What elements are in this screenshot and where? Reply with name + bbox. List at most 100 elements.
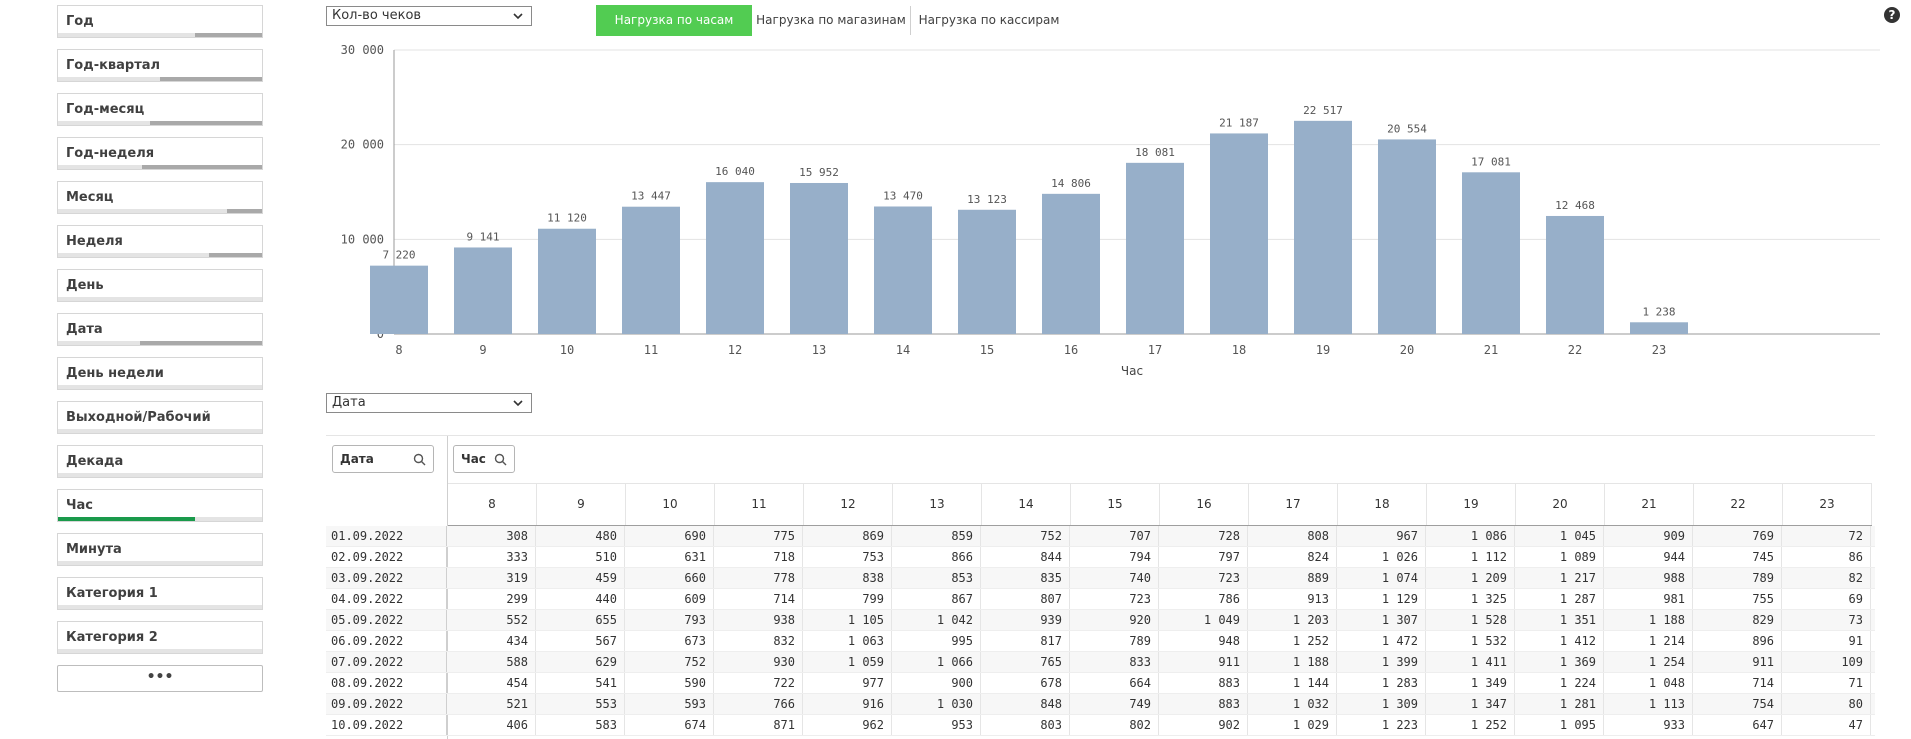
row-date[interactable]: 10.09.2022 [326,715,447,735]
hour-column-header[interactable]: 15 [1071,484,1160,525]
table-cell: 844 [981,547,1070,567]
date-header-search[interactable]: Дата [332,445,434,473]
table-cell: 674 [625,715,714,735]
table-cell: 1 412 [1515,631,1604,651]
table-cell: 755 [1693,589,1782,609]
chevron-down-icon [513,13,523,20]
filter-item[interactable]: День [57,269,263,302]
hour-column-header[interactable]: 13 [893,484,982,525]
hour-column-header[interactable]: 9 [537,484,626,525]
table-row: 10.09.2022 406 583 674 871 962 953 803 802 902 1 0… [326,715,1875,736]
table-cell: 541 [536,673,625,693]
row-date[interactable]: 02.09.2022 [326,547,447,567]
row-date[interactable]: 01.09.2022 [326,526,447,546]
table-cell: 911 [1159,652,1248,672]
measure-select[interactable]: Кол-во чеков [326,6,532,26]
table-cell: 73 [1782,610,1871,630]
table-cell: 740 [1070,568,1159,588]
hour-column-header[interactable]: 12 [804,484,893,525]
table-cell: 775 [714,526,803,546]
table-cell: 714 [1693,673,1782,693]
x-tick-label: 13 [812,343,826,357]
table-cell: 981 [1604,589,1693,609]
filter-item[interactable]: Год-квартал [57,49,263,82]
bar-value-label: 22 517 [1303,104,1343,117]
table-cell: 745 [1693,547,1782,567]
filter-item[interactable]: Неделя [57,225,263,258]
filter-item[interactable]: Дата [57,313,263,346]
row-date[interactable]: 04.09.2022 [326,589,447,609]
hour-column-header[interactable]: 14 [982,484,1071,525]
table-cell: 995 [892,631,981,651]
help-icon[interactable]: ? [1884,7,1900,23]
table-cell: 920 [1070,610,1159,630]
row-date[interactable]: 09.09.2022 [326,694,447,714]
hour-column-header[interactable]: 18 [1338,484,1427,525]
row-date[interactable]: 03.09.2022 [326,568,447,588]
tab-load-by-cashier[interactable]: Нагрузка по кассирам [918,13,1060,27]
row-date[interactable]: 07.09.2022 [326,652,447,672]
table-cell: 967 [1337,526,1426,546]
filter-label: День [66,278,104,293]
table-cell: 80 [1782,694,1871,714]
filter-selection-fill [139,341,262,345]
hour-header-search[interactable]: Час [453,445,515,473]
hour-column-header[interactable]: 16 [1160,484,1249,525]
chevron-down-icon [513,400,523,407]
table-cell: 440 [536,589,625,609]
row-date[interactable]: 06.09.2022 [326,631,447,651]
filter-item[interactable]: Минута [57,533,263,566]
filter-selection-bar [58,561,262,565]
hour-column-header[interactable]: 19 [1427,484,1516,525]
table-cell: 1 059 [803,652,892,672]
filter-item[interactable]: Категория 1 [57,577,263,610]
filter-item[interactable]: Час [57,489,263,522]
table-cell: 1 188 [1248,652,1337,672]
filter-selection-fill [141,165,262,169]
hour-column-header[interactable]: 20 [1516,484,1605,525]
table-cell: 794 [1070,547,1159,567]
table-cell: 109 [1782,652,1871,672]
hour-column-header[interactable]: 23 [1783,484,1872,525]
table-row: 02.09.2022 333 510 631 718 753 866 844 794 797 824… [326,547,1875,568]
filter-label: Год-квартал [66,58,161,73]
filter-item[interactable]: День недели [57,357,263,390]
table-cell: 769 [1693,526,1782,546]
filter-item[interactable]: Месяц [57,181,263,214]
row-date[interactable]: 08.09.2022 [326,673,447,693]
table-cell: 938 [714,610,803,630]
table-cell: 583 [536,715,625,735]
table-cell: 793 [625,610,714,630]
bar-value-label: 1 238 [1642,305,1675,318]
hour-column-header[interactable]: 21 [1605,484,1694,525]
table-cell: 1 217 [1515,568,1604,588]
filter-label: Минута [66,542,122,557]
filter-item[interactable]: Выходной/Рабочий [57,401,263,434]
hour-column-header[interactable]: 11 [715,484,804,525]
filter-item[interactable]: Декада [57,445,263,478]
bar [958,209,1016,334]
x-tick-label: 22 [1568,343,1582,357]
table-cell: 889 [1248,568,1337,588]
filter-selection-fill [149,121,262,125]
bar-value-label: 13 470 [883,189,923,202]
filter-item[interactable]: Год [57,5,263,38]
x-tick-label: 10 [560,343,574,357]
hour-column-header[interactable]: 17 [1249,484,1338,525]
hour-column-header[interactable]: 22 [1694,484,1783,525]
table-cell: 690 [625,526,714,546]
table-cell: 1 351 [1515,610,1604,630]
filter-label: Выходной/Рабочий [66,410,211,425]
table-cell: 832 [714,631,803,651]
dimension-select[interactable]: Дата [326,393,532,413]
tab-load-by-hour[interactable]: Нагрузка по часам [596,5,752,36]
filter-item[interactable]: Год-месяц [57,93,263,126]
row-date[interactable]: 05.09.2022 [326,610,447,630]
filter-item[interactable]: Год-неделя [57,137,263,170]
hour-column-header[interactable]: 8 [448,484,537,525]
hour-column-header[interactable]: 10 [626,484,715,525]
filter-item[interactable]: Категория 2 [57,621,263,654]
tab-load-by-store[interactable]: Нагрузка по магазинам [756,13,906,27]
more-filters-button[interactable]: ••• [57,665,263,692]
